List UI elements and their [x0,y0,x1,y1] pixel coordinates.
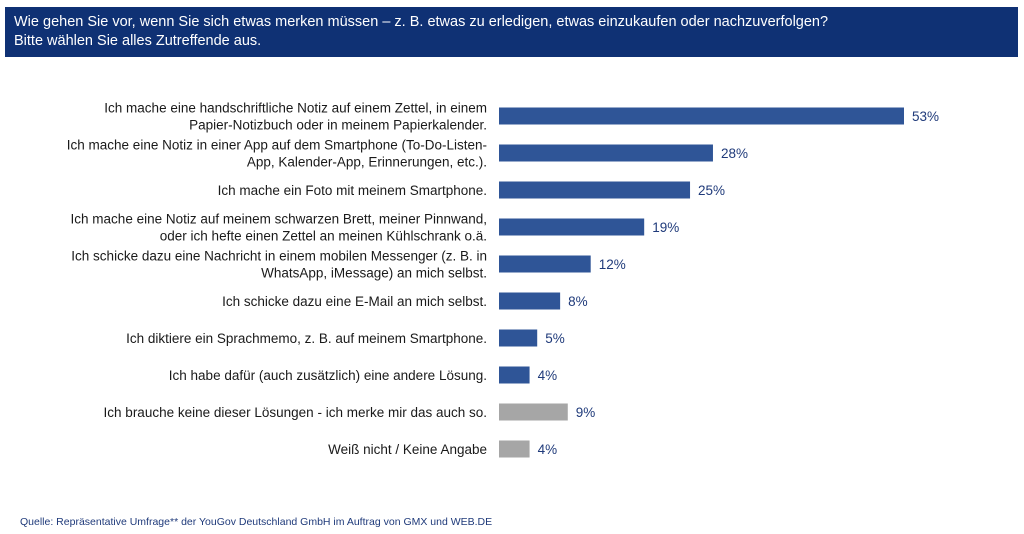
data-label: 12% [599,257,626,272]
category-label: Weiß nicht / Keine Angabe [328,442,487,457]
category-label: Ich schicke dazu eine E-Mail an mich sel… [222,294,487,309]
bar [499,292,561,310]
data-label: 25% [698,183,725,198]
data-label: 53% [912,109,939,124]
category-label: Ich mache ein Foto mit meinem Smartphone… [218,183,487,198]
category-label: App, Kalender-App, Erinnerungen, etc.). [247,155,487,170]
category-label: Ich schicke dazu eine Nachricht in einem… [71,249,487,264]
data-label: 28% [721,146,748,161]
bar [499,329,538,347]
category-label: Ich mache eine handschriftliche Notiz au… [104,101,487,116]
source-note: Quelle: Repräsentative Umfrage** der You… [20,516,493,528]
data-label: 9% [576,405,596,420]
bar [499,403,568,421]
data-label: 5% [545,331,565,346]
question-instruction: Bitte wählen Sie alles Zutreffende aus. [14,33,262,49]
question-text: Wie gehen Sie vor, wenn Sie sich etwas m… [14,14,829,30]
category-label: Ich brauche keine dieser Lösungen - ich … [104,405,487,420]
data-label: 8% [568,294,588,309]
bar [499,366,530,384]
question-header: Wie gehen Sie vor, wenn Sie sich etwas m… [5,7,1018,57]
category-label: Ich mache eine Notiz in einer App auf de… [67,138,487,153]
bar [499,181,691,199]
category-label: Ich mache eine Notiz auf meinem schwarze… [71,212,487,227]
category-label: Ich habe dafür (auch zusätzlich) eine an… [169,368,487,383]
bar [499,440,530,458]
category-label: WhatsApp, iMessage) an mich selbst. [261,266,487,281]
category-label: Ich diktiere ein Sprachmemo, z. B. auf m… [126,331,487,346]
data-label: 4% [538,368,558,383]
bar [499,218,645,236]
bar [499,144,713,162]
data-label: 4% [538,442,558,457]
category-label: oder ich hefte einen Zettel an meinen Kü… [160,229,487,244]
category-label: Papier-Notizbuch oder in meinem Papierka… [189,118,487,133]
bar [499,255,591,273]
data-label: 19% [652,220,679,235]
bar [499,107,904,125]
